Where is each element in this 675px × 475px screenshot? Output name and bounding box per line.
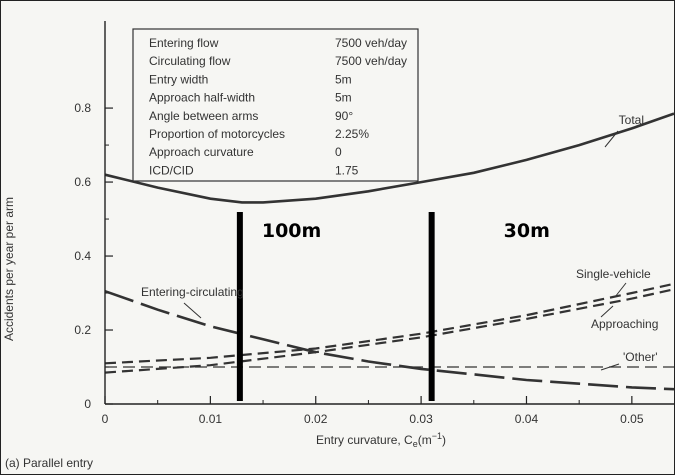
- info-row-label: Entry width: [149, 72, 208, 86]
- y-tick-label: 0.6: [74, 175, 91, 189]
- axis-layer: 0 0.2 0.4 0.6 0.8 0 0.01 0.02 0.03 0.04 0.05: [74, 21, 674, 426]
- entering-leader-line: [183, 302, 202, 319]
- x-axis-title-main: Entry curvature, C: [316, 433, 413, 447]
- info-table-box: Entering flow 7500 veh/day Circulating flo…: [132, 28, 419, 182]
- series-label-approaching: Approaching: [591, 317, 658, 331]
- single-vehicle-leader-line: [614, 282, 627, 298]
- series-label-single-vehicle: Single-vehicle: [576, 267, 651, 281]
- x-tick-label: 0.01: [199, 412, 223, 426]
- info-table-frame: [132, 28, 419, 182]
- series-line-3: [104, 282, 674, 365]
- series-layer: [104, 112, 674, 391]
- marker-label-100m: 100m: [262, 220, 321, 242]
- info-row-label: Proportion of motorcycles: [149, 127, 285, 141]
- y-tick-label: 0.2: [74, 323, 91, 337]
- x-axis-title-exponent: −1: [432, 431, 442, 441]
- x-axis-title-close: ): [442, 433, 446, 447]
- figure-caption: (a) Parallel entry: [5, 456, 93, 470]
- info-row-value: 5m: [335, 72, 352, 86]
- marker-label-30m: 30m: [504, 220, 550, 242]
- x-tick-label: 0.05: [620, 412, 644, 426]
- series-label-total: Total: [619, 113, 644, 127]
- info-row-value: 0: [335, 145, 342, 159]
- series-line-1: [104, 112, 674, 204]
- info-row-label: Entering flow: [149, 36, 219, 50]
- total-leader-line: [604, 130, 619, 148]
- series-line-2: [104, 289, 674, 391]
- info-row-value: 7500 veh/day: [335, 54, 407, 68]
- x-axis-title-subscript: e: [413, 439, 418, 449]
- x-tick-label: 0.02: [304, 412, 328, 426]
- info-row-value: 2.25%: [335, 127, 369, 141]
- info-row-value: 7500 veh/day: [335, 36, 407, 50]
- x-tick-label: 0.04: [515, 412, 539, 426]
- info-row-label: Angle between arms: [149, 109, 258, 123]
- x-axis-title-unit: (m: [418, 433, 432, 447]
- approaching-leader-line: [600, 305, 614, 318]
- y-tick-label: 0: [84, 397, 91, 411]
- info-row-label: ICD/CID: [149, 163, 194, 177]
- info-row-value: 1.75: [335, 163, 359, 177]
- y-tick-label: 0.8: [74, 101, 91, 115]
- x-tick-label: 0: [102, 412, 109, 426]
- info-row-label: Approach curvature: [149, 145, 254, 159]
- series-label-other: 'Other': [623, 350, 658, 364]
- y-axis-title: Accidents per year per arm: [2, 197, 16, 341]
- marker-layer: 100m 30m: [236, 212, 550, 401]
- series-label-entering-circulating: Entering-circulating: [141, 285, 244, 299]
- other-leader-line: [600, 363, 620, 371]
- x-tick-label: 0.03: [409, 412, 433, 426]
- info-row-label: Circulating flow: [149, 54, 231, 68]
- info-row-label: Approach half-width: [149, 91, 255, 105]
- series-line-4: [104, 288, 674, 374]
- info-row-value: 5m: [335, 91, 352, 105]
- y-tick-label: 0.4: [74, 249, 91, 263]
- x-axis-title: Entry curvature, Ce(m−1): [316, 431, 446, 449]
- info-row-value: 90°: [335, 109, 353, 123]
